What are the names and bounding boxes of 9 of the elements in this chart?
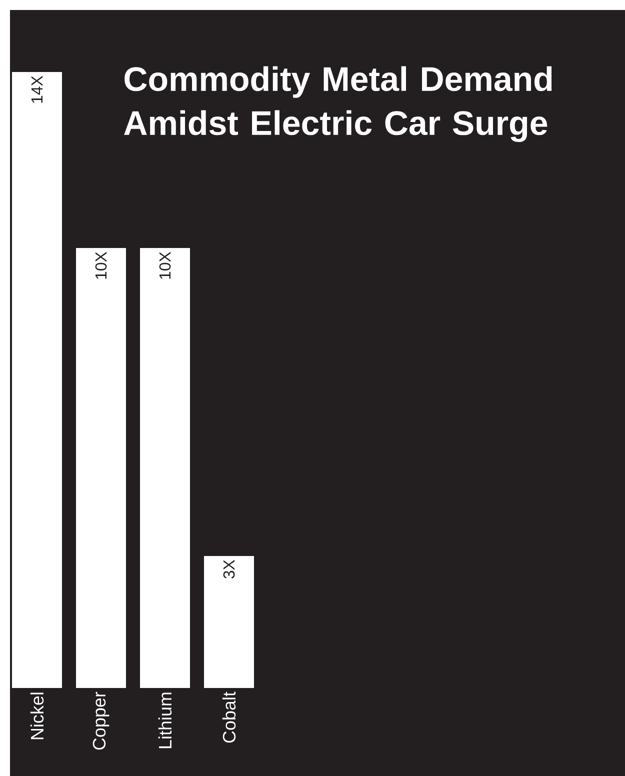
x-tick-label: Cobalt — [222, 692, 236, 743]
data-label: 10X — [95, 252, 107, 279]
x-tick-label: Copper — [92, 692, 110, 750]
data-label: 14X — [31, 76, 43, 103]
x-tick-label: Nickel — [30, 692, 44, 740]
text: Commodity Metal Demand Amidst Electric Car Surge — [124, 66, 552, 142]
data-label: 10X — [159, 252, 171, 279]
x-tick-label: Lithium — [158, 692, 172, 748]
data-label: 3X — [223, 560, 235, 578]
